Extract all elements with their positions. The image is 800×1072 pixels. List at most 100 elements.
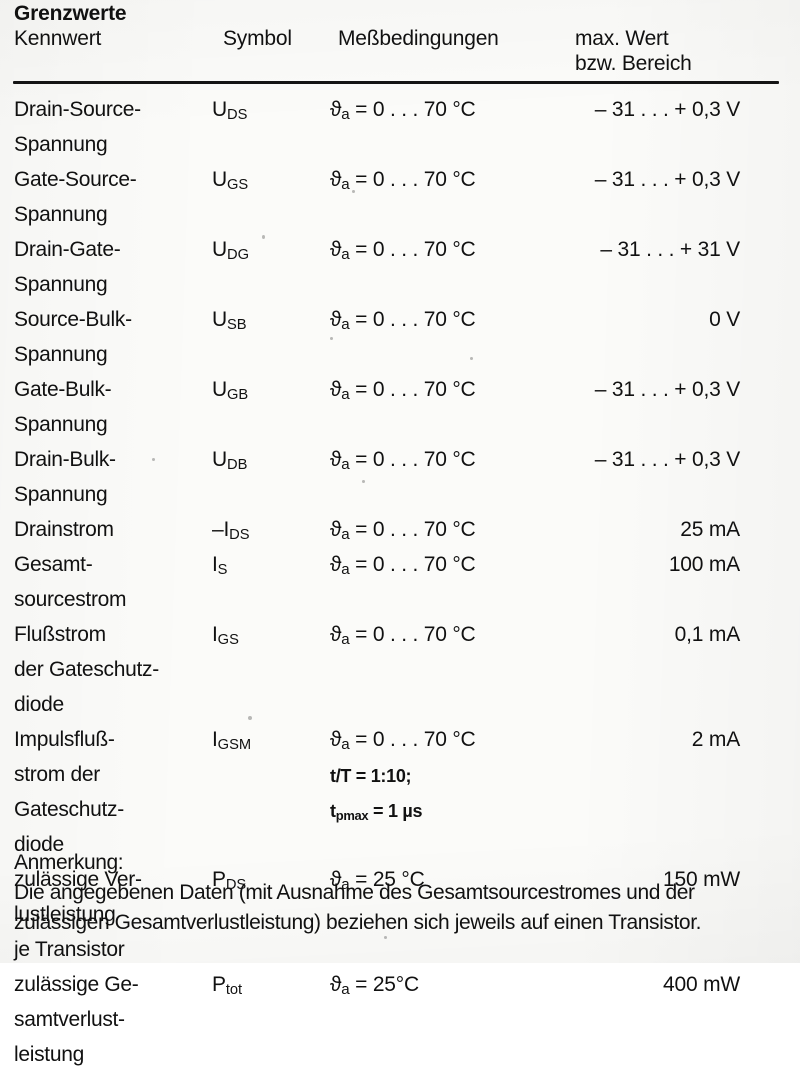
footnote-label: Anmerkung: (14, 851, 124, 874)
row-parameter-name: Gate-Bulk- Spannung (14, 378, 112, 436)
row-conditions-value: = 0 . . . 70 °C (349, 378, 476, 401)
row-max-value: – 31 . . . + 0,3 V (594, 98, 740, 121)
row-max-value: – 31 . . . + 31 V (600, 238, 740, 261)
row-parameter-name: Drainstrom (14, 518, 114, 541)
theta-subscript: a (341, 526, 350, 543)
row-conditions: ϑa = 0 . . . 70 °C (330, 302, 570, 339)
theta-symbol: ϑ (330, 238, 342, 261)
table-row: Drainstrom –IDS ϑa = 0 . . . 70 °C 25 mA (0, 512, 800, 547)
row-conditions-line1: ϑa = 0 . . . 70 °C (330, 728, 476, 753)
theta-symbol: ϑ (330, 168, 342, 191)
theta-symbol: ϑ (330, 378, 342, 401)
row-conditions-value: = 0 . . . 70 °C (349, 728, 476, 751)
row-symbol-subscript: DS (226, 107, 248, 123)
row-symbol-subscript: tot (225, 982, 243, 998)
row-conditions: ϑa = 0 . . . 70 °C (330, 547, 570, 584)
table-row: Gesamt- sourcestrom IS ϑa = 0 . . . 70 °C 1… (0, 547, 800, 617)
theta-symbol: ϑ (330, 553, 342, 576)
theta-subscript: a (341, 736, 350, 753)
row-conditions-line1: ϑa = 0 . . . 70 °C (330, 98, 476, 123)
row-symbol-base: U (212, 238, 227, 261)
row-parameter-name: zulässige Ver- lustleistung je Transisto… (14, 868, 142, 961)
row-conditions-line1: ϑa = 25°C (330, 973, 419, 998)
table-row: Source-Bulk- Spannung USB ϑa = 0 . . . 70 … (0, 302, 800, 372)
row-conditions-value: = 0 . . . 70 °C (349, 553, 476, 576)
table-row: Drain-Bulk- Spannung UDB ϑa = 0 . . . 70 °… (0, 442, 800, 512)
row-conditions-value: = 0 . . . 70 °C (349, 168, 476, 191)
row-parameter-name: Gesamt- sourcestrom (14, 553, 127, 611)
row-symbol-base: U (212, 378, 227, 401)
table-row: Drain-Gate- Spannung UDG ϑa = 0 . . . 70 °… (0, 232, 800, 302)
footnote-body: Die angegebenen Daten (mit Ausnahme des … (14, 881, 702, 934)
row-symbol-base: U (212, 98, 227, 121)
row-symbol-base: I (212, 728, 218, 751)
row-conditions-line2: t/T = 1:10; (330, 766, 412, 786)
theta-subscript: a (341, 106, 350, 123)
row-max-value: – 31 . . . + 0,3 V (594, 168, 740, 191)
row-parameter-name: Gate-Source- Spannung (14, 168, 137, 226)
theta-subscript: a (341, 176, 350, 193)
theta-subscript: a (341, 981, 350, 998)
row-conditions: ϑa = 0 . . . 70 °C (330, 162, 570, 199)
row-conditions: ϑa = 0 . . . 70 °C (330, 92, 570, 129)
theta-subscript: a (341, 631, 350, 648)
footnote: Anmerkung: Die angegebenen Daten (mit Au… (14, 848, 786, 938)
header-divider-rule (13, 81, 779, 84)
theta-symbol: ϑ (330, 308, 342, 331)
row-conditions-line1: ϑa = 0 . . . 70 °C (330, 308, 476, 333)
theta-subscript: a (341, 876, 350, 893)
row-max-value: 150 mW (663, 868, 740, 891)
row-symbol-subscript: SB (226, 317, 247, 333)
row-parameter-name: Drain-Source- Spannung (14, 98, 141, 156)
table-row: Gate-Bulk- Spannung UGB ϑa = 0 . . . 70 °C… (0, 372, 800, 442)
scan-speck (248, 716, 252, 720)
row-symbol: IGSM (212, 722, 327, 760)
row-max-value: 0,1 mA (674, 623, 741, 646)
row-conditions-line1: ϑa = 25 °C (330, 868, 425, 893)
theta-subscript: a (341, 316, 350, 333)
scan-speck (152, 458, 155, 461)
row-conditions-line1: ϑa = 0 . . . 70 °C (330, 238, 476, 263)
row-conditions-line1: ϑa = 0 . . . 70 °C (330, 553, 476, 578)
row-conditions: ϑa = 0 . . . 70 °C (330, 442, 570, 479)
theta-subscript: a (341, 246, 350, 263)
row-symbol: UDS (212, 92, 327, 130)
column-header-max-wert: max. Wert bzw. Bereich (575, 26, 775, 76)
theta-symbol: ϑ (330, 728, 342, 751)
column-header-symbol: Symbol (223, 27, 292, 50)
row-parameter-name: Drain-Gate- Spannung (14, 238, 121, 296)
row-symbol-subscript: GS (217, 632, 239, 648)
scan-speck (262, 235, 265, 239)
row-max-value: 25 mA (680, 518, 740, 541)
page-title: Grenzwerte (14, 2, 127, 25)
row-conditions-value: = 0 . . . 70 °C (349, 518, 476, 541)
row-conditions-value: = 0 . . . 70 °C (349, 448, 476, 471)
row-symbol-subscript: DS (229, 527, 250, 543)
row-conditions-value: = 0 . . . 70 °C (349, 308, 476, 331)
scan-speck (362, 480, 365, 483)
row-symbol-base: U (212, 168, 227, 191)
row-conditions: ϑa = 0 . . . 70 °C (330, 617, 570, 654)
column-header-max-wert-line1: max. Wert (575, 27, 669, 50)
row-symbol-subscript: S (217, 562, 228, 578)
row-symbol-base: –I (212, 518, 230, 541)
theta-symbol: ϑ (330, 868, 342, 891)
table-row: zulässige Ver- lustleistung je Transisto… (0, 862, 800, 967)
row-conditions: ϑa = 0 . . . 70 °C t/T = 1:10; tpmax = 1 µ… (330, 722, 570, 830)
row-symbol-subscript: GSM (217, 737, 252, 753)
row-symbol: IS (212, 547, 327, 585)
theta-subscript: a (341, 456, 350, 473)
row-max-value: – 31 . . . + 0,3 V (594, 448, 740, 471)
scan-speck (384, 936, 387, 939)
row-symbol-subscript: DS (225, 877, 247, 893)
row-symbol-base: I (212, 623, 218, 646)
row-conditions-value: = 0 . . . 70 °C (349, 98, 476, 121)
table-row: Drain-Source- Spannung UDS ϑa = 0 . . . 70… (0, 92, 800, 162)
row-max-value: 0 V (709, 308, 740, 331)
table-row: Flußstrom der Gateschutz- diode IGS ϑa = 0… (0, 617, 800, 722)
row-parameter-name: Drain-Bulk- Spannung (14, 448, 116, 506)
theta-symbol: ϑ (330, 973, 342, 996)
row-conditions-line1: ϑa = 0 . . . 70 °C (330, 623, 476, 648)
theta-symbol: ϑ (330, 518, 342, 541)
